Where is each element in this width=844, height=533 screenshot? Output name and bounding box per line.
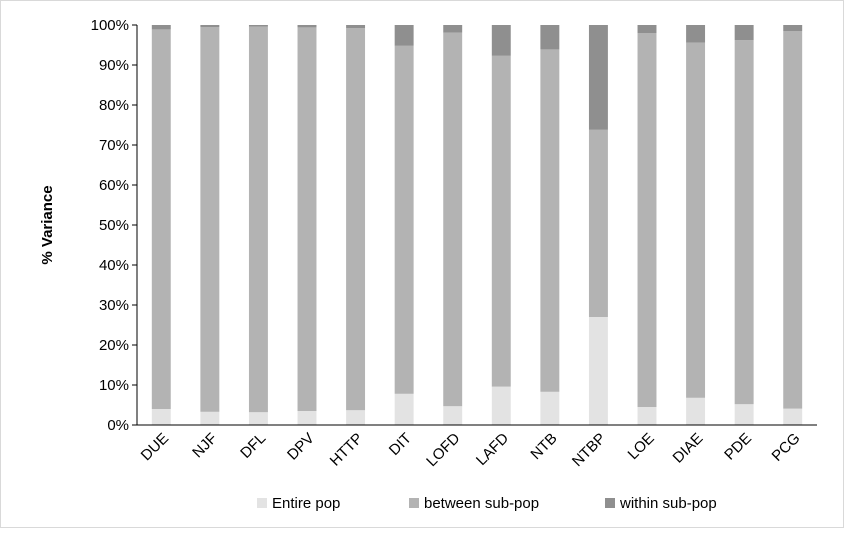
bar-segment-due-entire-pop bbox=[151, 409, 171, 425]
bar-segment-http-within-sub-pop bbox=[346, 25, 366, 29]
bar-segment-ntb-within-sub-pop bbox=[540, 25, 560, 50]
bar-segment-due-between-sub-pop bbox=[151, 29, 171, 410]
legend-label: between sub-pop bbox=[424, 495, 539, 512]
bar-segment-pde-between-sub-pop bbox=[734, 40, 754, 405]
bar-segment-njf-between-sub-pop bbox=[200, 27, 220, 412]
legend-label: Entire pop bbox=[272, 495, 340, 512]
y-tick-label: 40% bbox=[99, 257, 129, 274]
bar-segment-njf-entire-pop bbox=[200, 411, 220, 425]
bar-segment-http-entire-pop bbox=[346, 410, 366, 425]
bar-segment-njf-within-sub-pop bbox=[200, 25, 220, 27]
bar-segment-diae-entire-pop bbox=[686, 397, 706, 425]
bar-segment-dfl-within-sub-pop bbox=[248, 25, 268, 27]
bar-segment-loe-within-sub-pop bbox=[637, 25, 657, 33]
y-tick-label: 0% bbox=[107, 417, 129, 434]
bar-segment-lofd-between-sub-pop bbox=[443, 32, 463, 407]
y-tick-label: 60% bbox=[99, 177, 129, 194]
bar-segment-due-within-sub-pop bbox=[151, 25, 171, 30]
bar-segment-pde-within-sub-pop bbox=[734, 25, 754, 41]
bar-segment-dit-within-sub-pop bbox=[394, 25, 414, 46]
bar-segment-pcg-entire-pop bbox=[783, 408, 803, 425]
y-tick-label: 100% bbox=[91, 17, 129, 34]
bar-segment-dpv-entire-pop bbox=[297, 411, 317, 425]
bar-segment-lafd-between-sub-pop bbox=[491, 55, 511, 387]
bar-segment-ntb-entire-pop bbox=[540, 391, 560, 425]
y-tick-label: 80% bbox=[99, 97, 129, 114]
legend: Entire pop between sub-pop within sub-pop bbox=[257, 495, 717, 512]
bar-segment-pde-entire-pop bbox=[734, 404, 754, 425]
y-tick-label: 70% bbox=[99, 137, 129, 154]
legend-swatch bbox=[257, 498, 267, 508]
bar-segment-dit-entire-pop bbox=[394, 393, 414, 425]
bar-segment-dfl-entire-pop bbox=[248, 412, 268, 425]
bar-segment-lafd-within-sub-pop bbox=[491, 25, 511, 56]
legend-swatch bbox=[605, 498, 615, 508]
bar-segment-diae-within-sub-pop bbox=[686, 25, 706, 43]
bar-segment-diae-between-sub-pop bbox=[686, 42, 706, 398]
bar-segment-loe-entire-pop bbox=[637, 407, 657, 425]
y-tick-label: 20% bbox=[99, 337, 129, 354]
bar-segment-loe-between-sub-pop bbox=[637, 33, 657, 407]
bar-segment-dpv-between-sub-pop bbox=[297, 27, 317, 412]
bar-segment-ntbp-within-sub-pop bbox=[588, 25, 608, 130]
bar-segment-lofd-entire-pop bbox=[443, 406, 463, 425]
bar-segment-dfl-between-sub-pop bbox=[248, 26, 268, 413]
y-axis: 0% 10% 20% 30% 40% 50% 60% 70% 80% 90% 100% bbox=[91, 17, 138, 434]
bar-segment-ntbp-entire-pop bbox=[588, 317, 608, 425]
bar-segment-ntb-between-sub-pop bbox=[540, 49, 560, 392]
bars bbox=[151, 25, 803, 425]
y-tick-label: 30% bbox=[99, 297, 129, 314]
y-tick-label: 10% bbox=[99, 377, 129, 394]
bar-segment-ntbp-between-sub-pop bbox=[588, 129, 608, 317]
bar-segment-pcg-between-sub-pop bbox=[783, 31, 803, 409]
bar-segment-lofd-within-sub-pop bbox=[443, 25, 463, 33]
bar-segment-dpv-within-sub-pop bbox=[297, 25, 317, 28]
bar-segment-pcg-within-sub-pop bbox=[783, 25, 803, 31]
bar-segment-dit-between-sub-pop bbox=[394, 45, 414, 394]
y-tick-label: 90% bbox=[99, 57, 129, 74]
legend-swatch bbox=[409, 498, 419, 508]
legend-label: within sub-pop bbox=[619, 495, 717, 512]
y-tick-label: 50% bbox=[99, 217, 129, 234]
bar-segment-lafd-entire-pop bbox=[491, 386, 511, 425]
y-axis-label: % Variance bbox=[39, 185, 56, 264]
bar-segment-http-between-sub-pop bbox=[346, 28, 366, 411]
